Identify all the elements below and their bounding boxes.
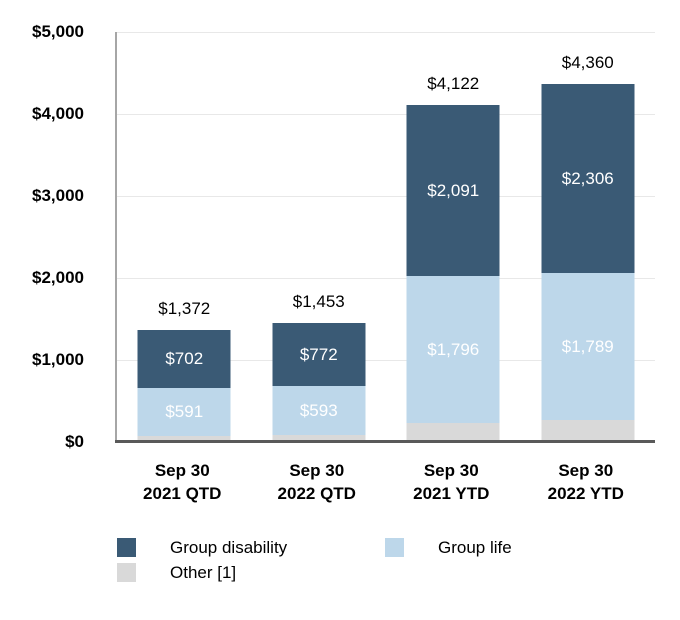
stacked-bar-sep-30-2022-qtd: $772 $593 [272,323,366,442]
bar-slot: $1,453 $772 $593 [252,32,387,442]
x-axis-label-line1: Sep 30 [423,461,479,480]
x-axis-line [115,440,655,443]
bar-slot: $4,360 $2,306 $1,789 [521,32,656,442]
x-axis-label: Sep 30 2021 YTD [384,459,519,505]
x-axis-label: Sep 30 2021 QTD [115,459,250,505]
segment-value-label: $702 [165,349,204,368]
x-axis-label-line2: 2021 QTD [143,484,222,503]
segment-other-1 [137,436,231,442]
legend-swatch-group-life [385,538,404,557]
segment-value-label: $1,789 [561,336,614,356]
legend-label: Group life [438,538,512,557]
y-axis-tick-label: $4,000 [32,104,84,123]
segment-group-disability: $702 [137,330,231,388]
legend-label: Group disability [170,538,288,557]
bar-total-label: $4,360 [561,53,614,72]
plot-area: $1,372 $702 $591 $1,453 $772 $593 $4,122 $2,091… [115,32,655,443]
x-axis-labels: Sep 30 2021 QTD Sep 30 2022 QTD Sep 30 2… [115,459,653,505]
x-axis-label-line1: Sep 30 [289,461,345,480]
segment-group-life: $593 [272,386,366,435]
bars-container: $1,372 $702 $591 $1,453 $772 $593 $4,122 $2,091… [117,32,655,442]
stacked-bar-sep-30-2021-ytd: $2,091 $1,796 [406,105,500,442]
legend-item-group-life: Group life [385,538,512,557]
legend-swatch-group-disability [117,538,136,557]
segment-value-label: $772 [299,344,338,364]
bar-total-label: $1,372 [158,299,211,318]
segment-group-disability: $772 [272,323,366,386]
segment-group-life: $1,789 [541,273,635,420]
x-axis-label: Sep 30 2022 QTD [250,459,385,505]
segment-other-1 [406,423,500,442]
bar-total-label: $1,453 [292,292,345,311]
legend-label: Other [1] [170,563,237,582]
segment-group-disability: $2,306 [541,84,635,273]
x-axis-label-line2: 2022 YTD [547,484,624,503]
segment-value-label: $2,306 [561,168,614,188]
y-axis-tick-label: $1,000 [32,350,84,369]
segment-group-disability: $2,091 [406,105,500,276]
legend-item-other: Other [1] [117,563,236,582]
x-axis-label-line1: Sep 30 [558,461,614,480]
bar-slot: $1,372 $702 $591 [117,32,252,442]
y-axis-tick-label: $2,000 [32,268,84,287]
segment-group-life: $1,796 [406,276,500,423]
segment-other-1 [272,435,366,442]
gridline [117,360,655,361]
stacked-bar-sep-30-2021-qtd: $702 $591 [137,330,231,442]
segment-value-label: $591 [165,402,204,421]
x-axis-label-line2: 2021 YTD [413,484,490,503]
y-axis-tick-label: $0 [65,432,84,451]
stacked-bar-sep-30-2022-ytd: $2,306 $1,789 [541,84,635,442]
bar-slot: $4,122 $2,091 $1,796 [386,32,521,442]
segment-value-label: $593 [299,400,338,420]
gridline [117,196,655,197]
gridline [117,278,655,279]
bar-total-label: $4,122 [427,74,480,93]
x-axis-label-line2: 2022 QTD [277,484,356,503]
legend-swatch-other [117,563,136,582]
gridline [117,32,655,33]
x-axis-label: Sep 30 2022 YTD [519,459,654,505]
segment-other-1 [541,420,635,442]
x-axis-label-line1: Sep 30 [154,461,210,480]
y-axis-tick-label: $5,000 [32,22,84,41]
legend-item-group-disability: Group disability [117,538,287,557]
y-axis-tick-label: $3,000 [32,186,84,205]
segment-group-life: $591 [137,388,231,436]
segment-value-label: $1,796 [427,339,480,359]
segment-value-label: $2,091 [427,180,480,200]
gridline [117,114,655,115]
